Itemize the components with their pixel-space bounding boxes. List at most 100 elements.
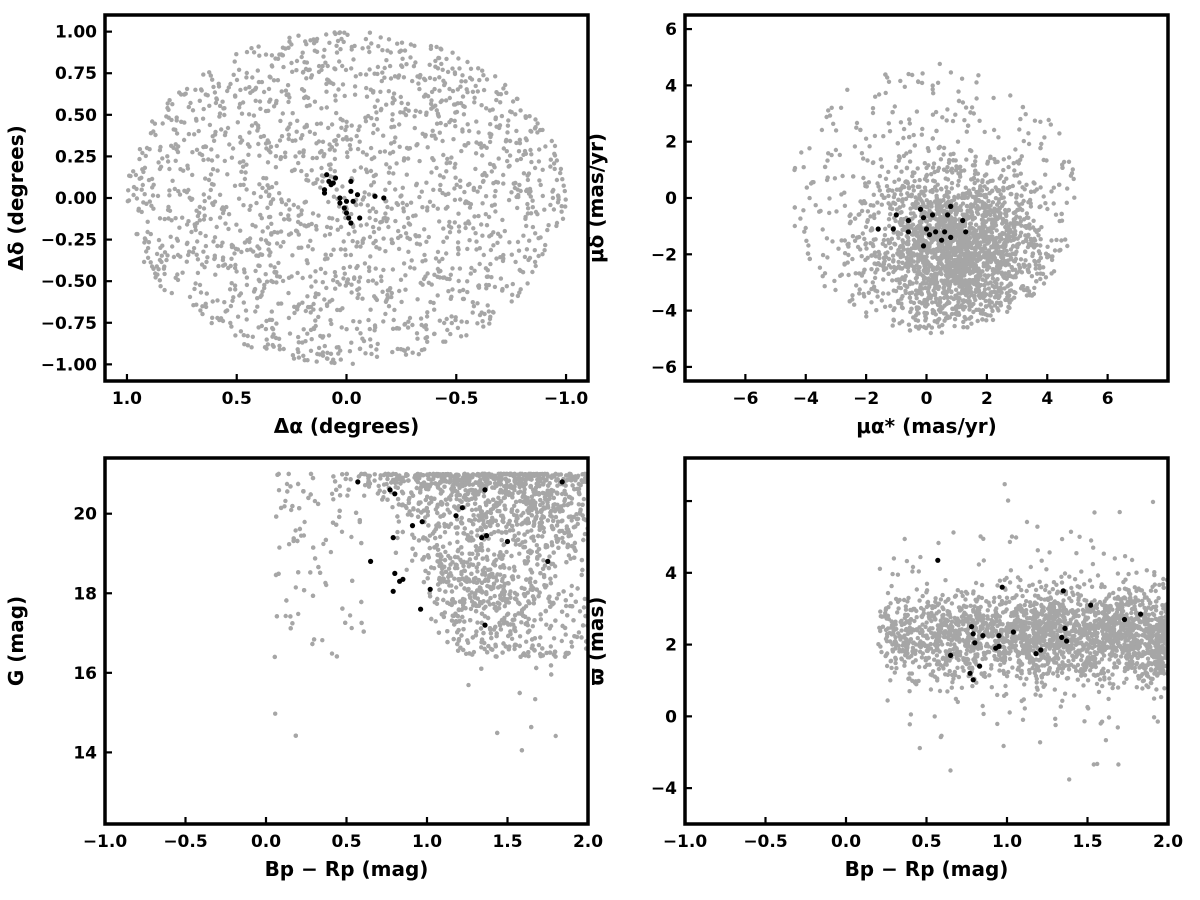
field-star	[1006, 155, 1012, 160]
field-star	[405, 101, 411, 107]
field-star	[373, 295, 378, 301]
field-star	[389, 294, 394, 300]
field-star	[521, 233, 526, 238]
field-star	[390, 267, 396, 272]
field-star	[453, 124, 458, 129]
field-star	[528, 189, 533, 194]
field-star	[258, 237, 264, 242]
field-star	[893, 165, 899, 170]
field-star	[283, 150, 288, 155]
field-star	[548, 164, 553, 169]
field-star	[344, 119, 349, 125]
field-star	[818, 208, 823, 214]
field-star	[450, 266, 455, 271]
field-star	[479, 103, 484, 108]
field-star	[890, 278, 895, 283]
x-axis-label-sky: Δα (degrees)	[274, 414, 420, 438]
field-star	[936, 271, 941, 276]
field-star	[448, 272, 453, 277]
field-star	[434, 121, 440, 126]
field-star	[1038, 255, 1044, 261]
field-star	[930, 248, 935, 253]
field-star	[273, 165, 279, 170]
field-star	[306, 67, 311, 73]
field-star	[870, 242, 875, 247]
field-star	[920, 228, 925, 233]
field-star	[895, 298, 901, 304]
field-star	[404, 172, 409, 177]
field-star	[432, 272, 437, 277]
field-star	[352, 229, 357, 234]
field-star	[928, 296, 933, 301]
member-star	[893, 212, 899, 218]
field-star	[1059, 238, 1064, 243]
field-star	[528, 211, 534, 216]
x-tick-label: 6	[1102, 389, 1114, 409]
field-star	[973, 222, 979, 227]
field-star	[279, 89, 284, 94]
field-star	[481, 87, 487, 93]
field-star	[193, 281, 198, 286]
field-star	[1034, 229, 1039, 235]
field-star	[456, 224, 462, 229]
field-star	[933, 184, 938, 190]
field-star	[293, 154, 298, 159]
field-star	[211, 138, 217, 143]
field-star	[269, 309, 274, 314]
field-star	[1072, 195, 1077, 200]
field-star	[947, 261, 952, 266]
field-star	[494, 256, 499, 261]
member-star	[337, 195, 343, 201]
field-star	[521, 152, 526, 157]
field-star	[259, 216, 264, 221]
field-star	[269, 53, 275, 58]
field-star	[212, 199, 218, 204]
field-star	[1006, 207, 1011, 213]
field-star	[151, 182, 156, 187]
member-star	[920, 243, 927, 249]
field-star	[473, 166, 478, 172]
member-star	[357, 215, 363, 221]
field-star	[341, 265, 346, 271]
field-star	[429, 170, 434, 175]
field-star	[198, 87, 204, 92]
field-star	[364, 152, 369, 157]
field-star	[510, 292, 515, 297]
field-star	[413, 60, 418, 65]
field-star	[472, 95, 477, 101]
field-star	[484, 106, 489, 111]
field-star	[294, 68, 299, 73]
field-star	[1001, 274, 1006, 279]
field-star	[929, 325, 935, 330]
field-star	[372, 155, 377, 160]
field-star	[1023, 258, 1028, 263]
field-star	[386, 304, 392, 309]
field-star	[197, 98, 202, 104]
field-star	[276, 336, 282, 341]
field-star	[360, 238, 365, 243]
field-star	[145, 229, 150, 235]
field-star	[905, 247, 911, 252]
field-star	[507, 240, 512, 245]
field-star	[325, 63, 330, 69]
field-star	[253, 98, 258, 104]
field-star	[400, 200, 405, 206]
field-star	[863, 241, 869, 246]
field-star	[157, 216, 163, 221]
field-star	[1049, 238, 1054, 243]
member-star	[337, 200, 343, 206]
field-star	[164, 257, 169, 263]
field-star	[441, 239, 446, 244]
field-star	[997, 211, 1003, 217]
field-star	[551, 161, 557, 166]
field-star	[225, 308, 230, 313]
field-star	[974, 210, 980, 215]
x-tick-label: 0.5	[222, 389, 252, 409]
field-star	[286, 290, 291, 296]
field-star	[281, 239, 286, 245]
field-star	[364, 222, 369, 227]
field-star	[383, 211, 388, 216]
field-star	[510, 99, 516, 104]
field-star	[259, 323, 264, 329]
